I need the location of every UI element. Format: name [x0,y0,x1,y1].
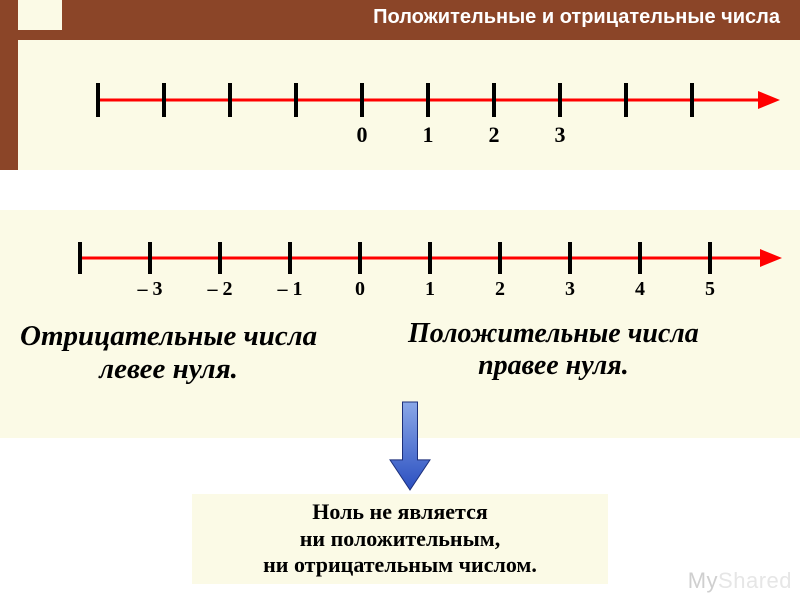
caption-positive-line2: правее нуля. [478,350,629,381]
tick-label: – 2 [208,278,233,301]
tick-label: – 3 [138,278,163,301]
arrow-down-icon [388,400,432,499]
watermark: MyShared [688,568,792,594]
tick-label: 5 [705,278,715,301]
tick-label: 2 [495,278,505,301]
tick-label: 4 [635,278,645,301]
panel-zero-note: Ноль не является ни положительным, ни от… [192,494,608,584]
tick-label: 0 [357,122,368,148]
tick-label: 2 [489,122,500,148]
tick-label: 1 [423,122,434,148]
caption-negative: Отрицательные числа левее нуля. [20,320,317,387]
caption-negative-line2: левее нуля. [99,353,238,385]
tick-label: – 1 [278,278,303,301]
watermark-part2: Shared [718,568,792,593]
caption-positive-line1: Положительные числа [408,318,699,349]
number-line-1: 0123 [98,79,784,126]
number-line-2: – 3– 2– 1012345 [80,238,786,283]
header-notch [18,0,62,30]
zero-note-text: Ноль не является ни положительным, ни от… [263,499,537,578]
caption-negative-line1: Отрицательные числа [20,320,317,352]
page-title: Положительные и отрицательные числа [373,6,780,29]
tick-label: 3 [555,122,566,148]
caption-positive: Положительные числа правее нуля. [408,318,699,382]
tick-label: 1 [425,278,435,301]
panel-axis-1: 0 1 2 3 [0,40,800,170]
watermark-part1: My [688,568,718,593]
tick-label: 0 [355,278,365,301]
tick-label: 3 [565,278,575,301]
